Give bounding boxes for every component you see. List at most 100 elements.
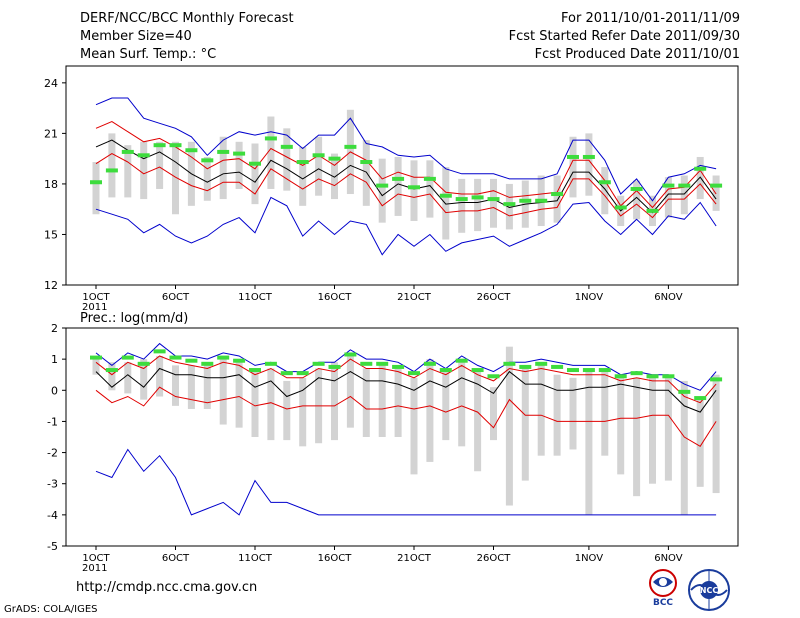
temp-green-marker: [376, 183, 389, 188]
temp-green-marker: [614, 205, 627, 210]
temp-y-tick-label: 24: [44, 77, 58, 90]
prec-spread-bar: [378, 362, 386, 437]
prec-spread-bar: [108, 362, 116, 391]
temp-green-marker: [519, 198, 532, 203]
prec-green-marker: [551, 364, 564, 369]
prec-green-marker: [567, 368, 579, 373]
fcst-produced-date: Fcst Produced Date 2011/10/01: [534, 47, 740, 62]
prec-spread-bar: [537, 362, 545, 456]
prec-y-tick-label: 1: [51, 353, 58, 366]
temp-spread-bar: [251, 143, 259, 205]
prec-spread-bar: [92, 359, 100, 375]
temp-spread-bar: [235, 141, 243, 189]
prec-green-marker: [264, 361, 277, 366]
temp-green-marker: [710, 183, 723, 188]
prec-lower-line: [95, 386, 717, 447]
temp-x-tick-label: 11OCT: [238, 292, 273, 303]
prec-spread-bar: [712, 374, 720, 494]
prec-green-marker: [678, 389, 691, 394]
temp-x-tick-label: 6NOV: [654, 292, 683, 303]
temp-green-marker: [90, 180, 102, 185]
prec-spread-bar: [585, 368, 593, 515]
temp-x-tick-label: 16OCT: [318, 292, 353, 303]
prec-green-marker: [598, 368, 611, 373]
temp-green-marker: [535, 198, 548, 203]
prec-green-marker: [360, 361, 373, 366]
temp-spread-bar: [601, 167, 609, 215]
prec-y-tick-label: -4: [47, 509, 58, 522]
temp-green-marker: [408, 185, 420, 190]
prec-y-tick-label: 0: [51, 384, 58, 397]
prec-green-marker: [201, 361, 214, 366]
temp-green-marker: [487, 197, 500, 202]
temp-spread-bar: [315, 136, 323, 196]
prec-spread-bar: [235, 359, 243, 428]
prec-mean-line: [95, 367, 717, 413]
temp-max-line: [95, 97, 717, 202]
temp-green-marker: [185, 148, 198, 153]
prec-x-tick-label: 1NOV: [575, 553, 604, 564]
prec-x-tick-label: 21OCT: [397, 553, 432, 564]
bcc-logo-text: BCC: [653, 598, 673, 608]
temp-plot-area: [90, 97, 723, 256]
prec-y-tick-label: 2: [51, 322, 58, 335]
temp-x-tick-label: 6OCT: [162, 292, 190, 303]
temp-green-marker: [328, 156, 341, 161]
temp-green-marker: [503, 202, 516, 207]
prec-green-marker: [233, 358, 246, 363]
temp-spread-bar: [569, 136, 577, 198]
temp-spread-bar: [203, 156, 211, 201]
temp-lower-line: [95, 153, 717, 219]
prec-green-marker: [169, 355, 182, 360]
prec-spread-bar: [299, 377, 307, 447]
prec-spread-bar: [505, 346, 513, 506]
prec-green-marker: [328, 364, 341, 369]
prec-spread-bar: [442, 371, 450, 441]
prec-x-tick-label: 11OCT: [238, 553, 273, 564]
prec-spread-bar: [410, 377, 418, 475]
temp-green-marker: [455, 197, 468, 202]
temp-spread-bar: [156, 141, 164, 189]
prec-upper-line: [95, 355, 717, 404]
temp-x-tick-label: 1OCT: [82, 292, 110, 303]
temp-spread-bar: [267, 116, 275, 189]
prec-green-marker: [312, 361, 325, 366]
prec-spread-bar: [490, 387, 497, 441]
temp-y-tick-label: 18: [44, 178, 58, 191]
source-url[interactable]: http://cmdp.ncc.cma.gov.cn: [76, 580, 258, 595]
prec-spread-bar: [664, 374, 672, 481]
prec-green-marker: [710, 377, 723, 382]
prec-spread-bar: [251, 371, 259, 437]
temp-spread-bar: [219, 136, 227, 200]
prec-green-marker: [185, 358, 198, 363]
prec-green-marker: [487, 374, 500, 379]
prec-spread-bar: [569, 377, 577, 450]
prec-green-marker: [471, 368, 484, 373]
prec-spread-bar: [394, 368, 402, 437]
temp-green-marker: [678, 183, 691, 188]
temp-y-tick-label: 21: [44, 127, 58, 140]
prec-spread-bar: [219, 359, 227, 425]
prec-green-marker: [153, 349, 166, 354]
prec-green-marker: [439, 368, 452, 373]
prec-spread-bar: [362, 368, 370, 437]
prec-spread-bar: [474, 371, 482, 472]
prec-green-marker: [137, 361, 150, 366]
temp-green-marker: [233, 151, 246, 156]
temp-green-marker: [296, 160, 309, 165]
temp-green-marker: [249, 161, 261, 166]
prec-plot-frame: [65, 327, 739, 547]
temp-green-marker: [344, 144, 357, 149]
temp-green-marker: [392, 176, 405, 181]
temp-spread-bar: [299, 146, 307, 206]
temp-spread-bar: [490, 178, 497, 228]
temp-green-marker: [105, 168, 118, 173]
prec-green-marker: [344, 352, 357, 357]
prec-green-marker: [249, 368, 261, 373]
prec-spread-bar: [696, 396, 704, 487]
prec-green-marker: [408, 371, 420, 376]
temp-spread-bar: [172, 141, 179, 215]
prec-spread-bar: [346, 352, 354, 428]
temp-green-marker: [471, 195, 484, 200]
